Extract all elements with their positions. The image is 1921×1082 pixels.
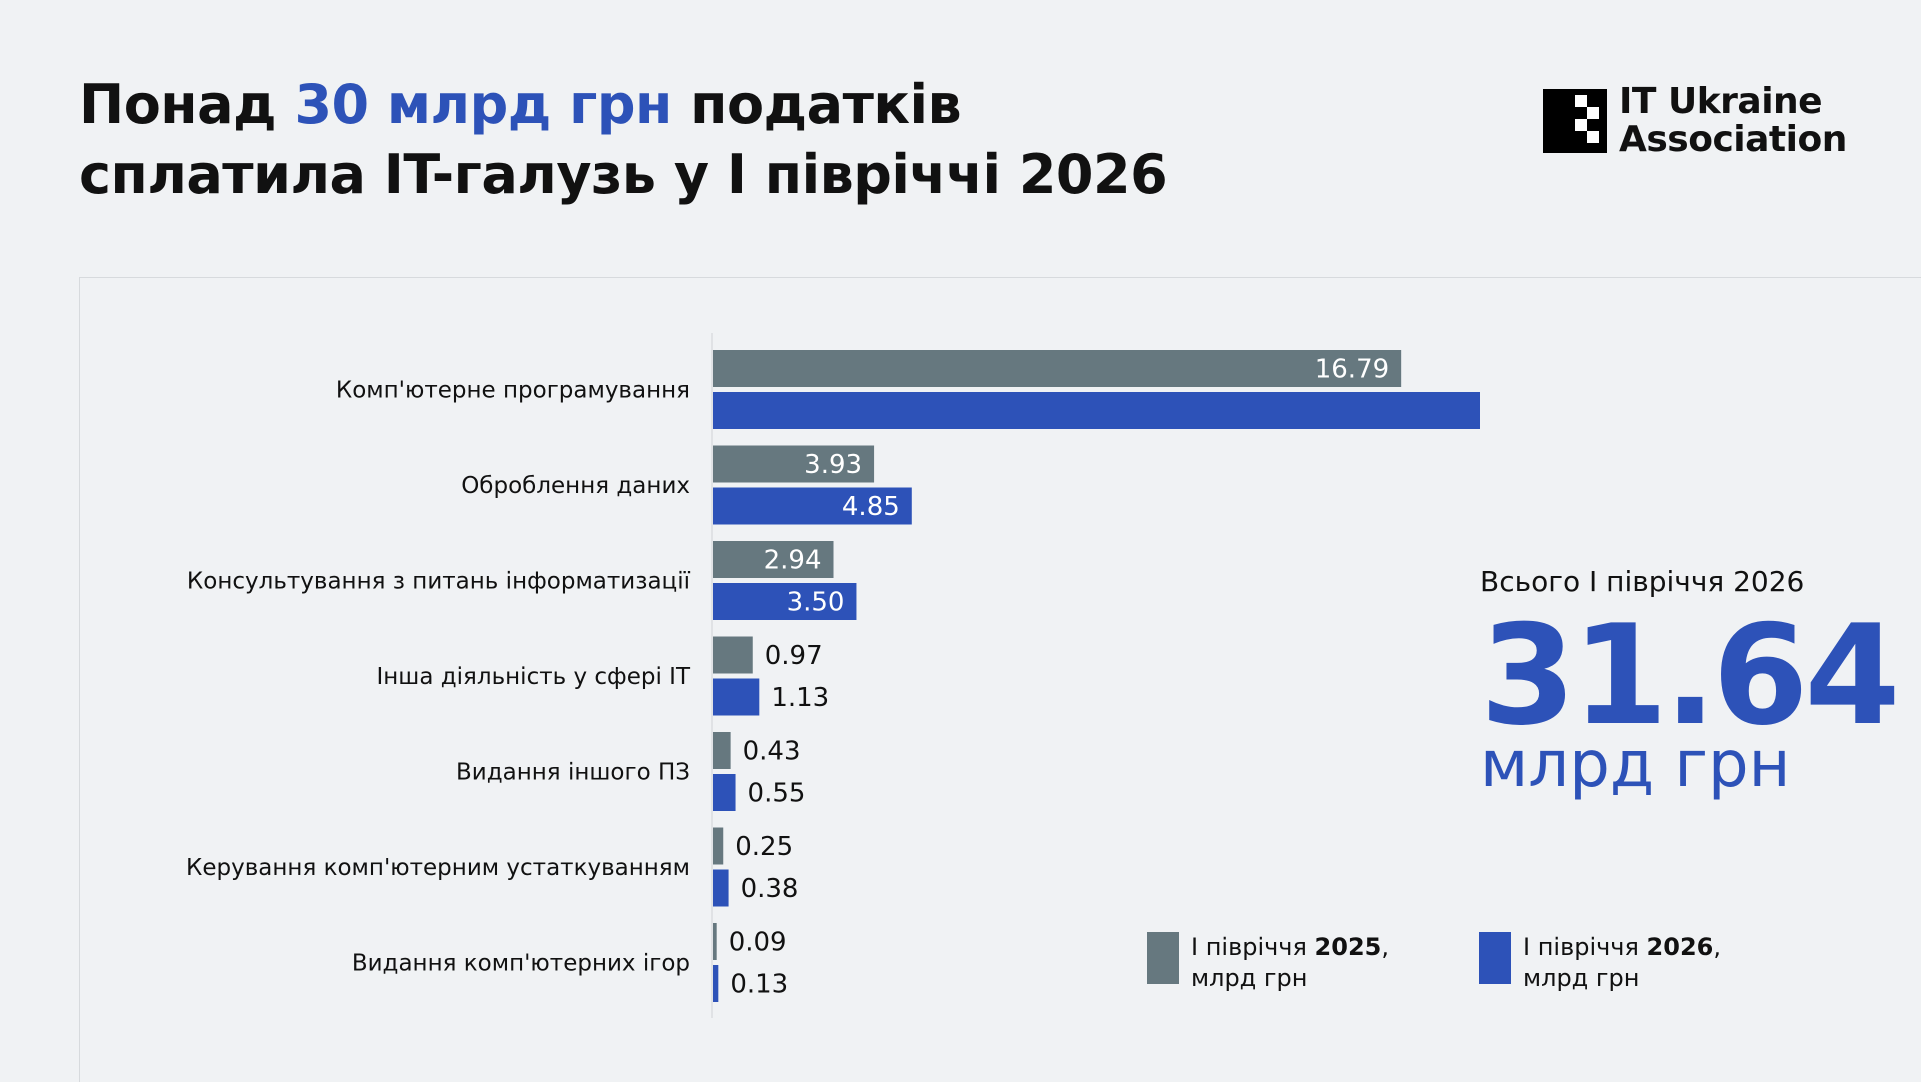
- data-label: 0.55: [748, 779, 806, 809]
- bar-2026: [713, 774, 736, 811]
- category-label: Видання комп'ютерних ігор: [352, 951, 690, 977]
- bar-2025: [713, 445, 875, 483]
- legend-swatch-2025: [1147, 932, 1179, 984]
- legend-suffix: ,: [1713, 933, 1721, 961]
- summary-unit: млрд грн: [1480, 728, 1791, 802]
- legend-prefix: I півріччя: [1191, 933, 1315, 961]
- data-label: 4.85: [842, 492, 900, 522]
- data-label: 2.94: [764, 546, 822, 576]
- logo-mark-icon: [1543, 89, 1607, 153]
- category-label: Керування комп'ютерним устаткуванням: [186, 855, 690, 881]
- bar-chart: Комп'ютерне програмування16.7921.08Оброб…: [186, 333, 1480, 1018]
- bar-2026: [713, 965, 719, 1002]
- data-label: 16.79: [1315, 355, 1389, 385]
- category-label: Консультування з питань інформатизації: [187, 569, 691, 595]
- bar-2026: [713, 583, 857, 620]
- summary-label: Всього I півріччя 2026: [1480, 565, 1805, 598]
- title-part2: податків: [671, 73, 962, 136]
- data-label: 3.50: [787, 588, 845, 618]
- bar-2026: [713, 869, 729, 907]
- title-line2: сплатила IT-галузь у I півріччі 2026: [79, 143, 1168, 206]
- data-label: 1.13: [771, 683, 829, 713]
- title-accent: 30 млрд грн: [294, 73, 672, 136]
- bar-2025: [713, 923, 717, 960]
- category-label: Видання іншого ПЗ: [456, 760, 690, 786]
- bar-2025: [713, 350, 1402, 387]
- data-label: 0.13: [730, 970, 788, 1000]
- data-label: 3.93: [804, 450, 862, 480]
- chart-panel: Комп'ютерне програмування16.7921.08Оброб…: [79, 277, 1921, 1082]
- legend-unit: млрд грн: [1191, 964, 1308, 992]
- legend-year: 2025: [1314, 933, 1382, 961]
- data-label: 0.38: [741, 874, 799, 904]
- data-label: 0.43: [743, 737, 801, 767]
- bar-2025: [713, 636, 753, 674]
- bar-2026: [713, 392, 1480, 429]
- it-ukraine-logo: IT Ukraine Association: [1543, 83, 1847, 159]
- legend-text-2025: I півріччя 2025, млрд грн: [1191, 932, 1389, 994]
- category-label: Інша діяльність у сфері IT: [376, 664, 690, 690]
- category-label: Оброблення даних: [461, 473, 690, 499]
- legend-swatch-2026: [1479, 932, 1511, 984]
- page-title: Понад 30 млрд грн податків сплатила IT-г…: [79, 70, 1168, 210]
- bar-2026: [713, 487, 912, 525]
- legend-text-2026: I півріччя 2026, млрд грн: [1523, 932, 1721, 994]
- logo-line2: Association: [1619, 119, 1847, 160]
- bar-2025: [713, 827, 724, 865]
- legend-prefix: I півріччя: [1523, 933, 1647, 961]
- legend-item-2026: I півріччя 2026, млрд грн: [1479, 932, 1721, 994]
- data-label: 0.97: [765, 641, 823, 671]
- bar-2025: [713, 541, 834, 578]
- data-label: 0.25: [735, 832, 793, 862]
- summary-value: 31.64: [1480, 595, 1901, 756]
- logo-line1: IT Ukraine: [1619, 81, 1823, 122]
- bar-2025: [713, 732, 731, 769]
- category-label: Комп'ютерне програмування: [336, 378, 690, 404]
- data-label: 0.09: [729, 928, 787, 958]
- legend-year: 2026: [1646, 933, 1714, 961]
- title-part1: Понад: [79, 73, 295, 136]
- legend-unit: млрд грн: [1523, 964, 1640, 992]
- legend-item-2025: I півріччя 2025, млрд грн: [1147, 932, 1389, 994]
- bar-2026: [713, 678, 760, 716]
- legend-suffix: ,: [1381, 933, 1389, 961]
- summary-block: Всього I півріччя 2026 31.64 млрд грн: [1480, 565, 1901, 802]
